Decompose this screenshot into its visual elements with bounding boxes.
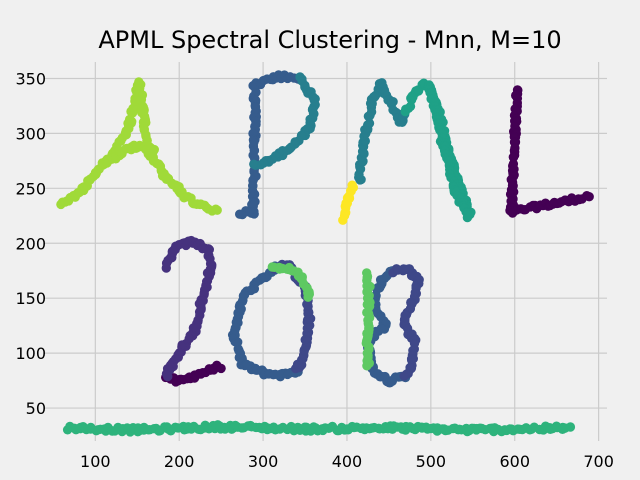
- y-tick-label: 50: [26, 399, 46, 418]
- y-tick-label: 300: [15, 124, 46, 143]
- x-tick-label: 400: [332, 452, 363, 471]
- y-tick-label: 200: [15, 234, 46, 253]
- x-tick-label: 200: [164, 452, 195, 471]
- data-point: [303, 292, 313, 302]
- y-tick-label: 250: [15, 179, 46, 198]
- x-tick-label: 100: [80, 452, 111, 471]
- data-point: [584, 192, 594, 202]
- data-point: [249, 159, 259, 170]
- y-tick-label: 100: [15, 344, 46, 363]
- cluster-0: [161, 85, 594, 387]
- tick-labels: 100 200 300 400 500 600 700 50 100 150 200 250 300 35…: [15, 69, 613, 471]
- scatter-points: [56, 70, 594, 437]
- data-point: [216, 363, 226, 374]
- cluster-6: [62, 420, 576, 437]
- data-point: [212, 205, 222, 215]
- data-point: [565, 422, 576, 432]
- cluster-8: [56, 77, 222, 216]
- x-tick-label: 700: [583, 452, 614, 471]
- y-tick-label: 350: [15, 69, 46, 88]
- data-point: [462, 212, 473, 223]
- x-tick-label: 500: [416, 452, 447, 471]
- cluster-3: [269, 259, 424, 381]
- data-point: [347, 180, 357, 190]
- x-tick-label: 600: [499, 452, 530, 471]
- data-point: [149, 144, 160, 155]
- cluster-5: [400, 78, 476, 223]
- x-tick-label: 300: [248, 452, 279, 471]
- y-tick-label: 150: [15, 289, 46, 308]
- cluster-1: [161, 235, 217, 382]
- cluster-7: [267, 262, 375, 371]
- data-point: [163, 371, 173, 382]
- data-point: [362, 361, 372, 371]
- cluster-4: [249, 72, 410, 185]
- data-point: [399, 371, 409, 381]
- data-point: [235, 209, 245, 219]
- chart-title: APML Spectral Clustering - Mnn, M=10: [98, 26, 561, 54]
- cluster-9: [338, 180, 358, 225]
- cluster-2: [227, 70, 411, 388]
